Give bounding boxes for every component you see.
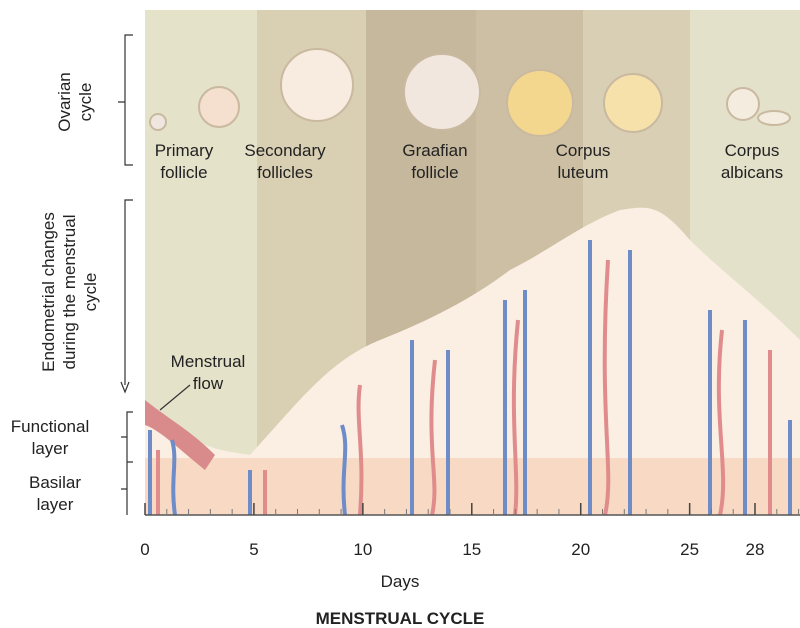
label: layer (37, 495, 74, 514)
label: during the menstrual (60, 215, 79, 370)
stage-label: Corpus (725, 141, 780, 160)
functional-layer (145, 207, 800, 515)
tick-label: 10 (353, 540, 372, 559)
bracket (120, 199, 133, 394)
stage-label: albicans (721, 163, 783, 182)
label: layer (32, 439, 69, 458)
stage-label: follicle (160, 163, 207, 182)
label: Endometrial changes (39, 212, 58, 372)
tick-label: 5 (249, 540, 258, 559)
stage-label: Primary (155, 141, 214, 160)
follicles (149, 48, 791, 137)
label: Ovarian (55, 72, 74, 132)
stage-label: follicle (411, 163, 458, 182)
tick-label: 0 (140, 540, 149, 559)
label: Basilar (29, 473, 81, 492)
tick-label: 28 (746, 540, 765, 559)
label: cycle (76, 83, 95, 122)
stage-label: Corpus (556, 141, 611, 160)
label: Functional (11, 417, 89, 436)
tick-label: 20 (571, 540, 590, 559)
tick-label: 25 (680, 540, 699, 559)
label: cycle (81, 273, 100, 312)
bracket (121, 411, 133, 515)
menstrual-flow (145, 400, 215, 470)
bracket (118, 34, 133, 166)
tick-label: 15 (462, 540, 481, 559)
label: flow (193, 374, 224, 393)
rotated-label: Endometrial changes during the menstrual c… (39, 212, 100, 372)
label: Menstrual (171, 352, 246, 371)
stage-label: luteum (557, 163, 608, 182)
leader-line (159, 384, 191, 411)
rotated-label: Ovarian cycle (55, 72, 95, 132)
illustration (145, 10, 800, 515)
vessels (148, 240, 792, 515)
stage-label: follicles (257, 163, 313, 182)
stage-label: Secondary (244, 141, 326, 160)
axis-label: Days (381, 572, 420, 591)
caption: MENSTRUAL CYCLE (316, 609, 485, 628)
stage-label: Graafian (402, 141, 467, 160)
